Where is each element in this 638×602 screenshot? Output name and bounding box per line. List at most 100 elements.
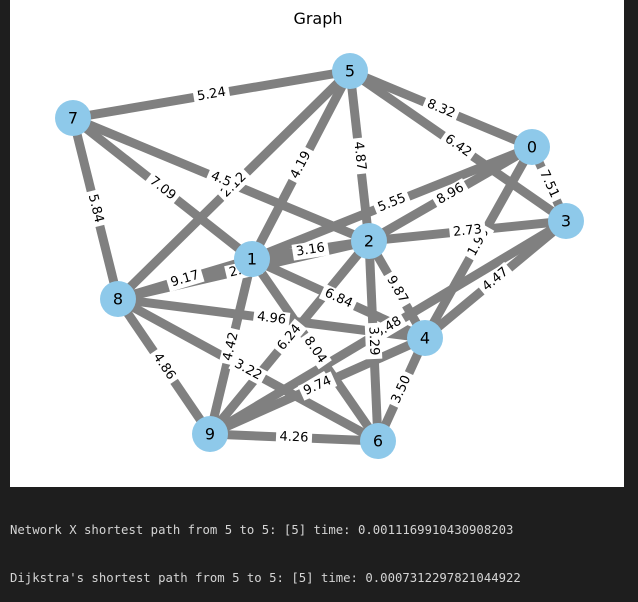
edge-label-7-8: 5.84 <box>83 189 108 228</box>
node-circle <box>234 241 270 277</box>
console-line-dijkstra: Dijkstra's shortest path from 5 to 5: [5… <box>10 571 521 585</box>
edge-label-bg <box>364 322 383 360</box>
edge-label-8-9: 4.86 <box>147 347 181 386</box>
edge-label-bg <box>462 222 495 263</box>
edge-label-1-2: 3.16 <box>291 239 330 261</box>
edge-label-bg <box>438 129 478 163</box>
node-0: 0 <box>514 129 550 165</box>
edge-label-1-6: 8.04 <box>298 330 332 370</box>
edge-label-bg <box>271 318 308 357</box>
edge-weight-text: 4.42 <box>220 331 241 363</box>
node-6: 6 <box>360 423 396 459</box>
edge-label-bg <box>448 221 487 241</box>
edge-weight-text: 5.55 <box>376 191 408 216</box>
edge-weight-text: 5.24 <box>196 85 227 105</box>
console-line-networkx: Network X shortest path from 5 to 5: [5]… <box>10 523 514 537</box>
edge-label-bg <box>318 283 359 314</box>
edge-label-bg <box>298 330 332 370</box>
edge-label-5-1: 4.19 <box>285 145 317 185</box>
edge-label-bg <box>291 239 330 261</box>
edge-label-1-8: 9.17 <box>165 266 205 292</box>
edge-weight-text: 4.5 <box>209 169 234 191</box>
node-circle <box>55 100 91 136</box>
node-label: 1 <box>247 250 257 269</box>
edge-weight-text: 3.29 <box>365 326 381 356</box>
node-label: 8 <box>113 290 123 309</box>
node-circle <box>548 203 584 239</box>
node-label: 0 <box>527 138 537 157</box>
edge-label-bg <box>165 266 205 292</box>
edge-label-bg <box>386 369 417 410</box>
edge-label-bg <box>192 83 231 106</box>
edge-label-bg <box>381 269 413 310</box>
edge-label-bg <box>83 189 108 228</box>
edge-label-bg <box>275 428 313 447</box>
edge-label-2-4: 9.87 <box>381 269 413 310</box>
edge-label-4-6: 3.50 <box>386 369 417 410</box>
edge-label-7-2: 4.5 <box>205 166 237 193</box>
edge-label-5-2: 4.87 <box>349 137 370 175</box>
edge-label-7-5: 5.24 <box>192 83 231 106</box>
node-circle <box>332 53 368 89</box>
node-5: 5 <box>332 53 368 89</box>
graph-figure: Graph 5.24 8.32 6.42 4.87 4.19 2.12 4.5 7.09 5.8… <box>10 0 624 487</box>
edge-weight-text: 4.96 <box>256 309 287 328</box>
edge-label-0-1: 5.55 <box>372 188 412 218</box>
edge-label-bg <box>297 371 338 401</box>
edge-label-bg <box>372 188 412 218</box>
node-circle <box>192 416 228 452</box>
node-circle <box>360 423 396 459</box>
edge-weight-text: 2.73 <box>452 222 482 240</box>
node-label: 6 <box>373 432 383 451</box>
edge-label-2-6: 3.29 <box>364 322 383 360</box>
edge-label-bg <box>285 145 317 185</box>
edge-weight-text: 8.32 <box>425 97 457 122</box>
edge-label-bg <box>476 261 515 298</box>
node-2: 2 <box>351 223 387 259</box>
node-label: 2 <box>364 232 374 251</box>
node-circle <box>407 320 443 356</box>
edge-label-5-0: 8.32 <box>421 94 461 124</box>
graph-canvas: Graph 5.248.326.424.874.192.124.57.095.8… <box>55 9 584 459</box>
edge-label-bg <box>430 178 471 210</box>
edge-label-3-2: 2.73 <box>448 221 487 241</box>
console-output: Network X shortest path from 5 to 5: [5]… <box>10 490 630 602</box>
edge-weight-text: 3.50 <box>389 373 415 406</box>
node-circle <box>100 281 136 317</box>
edge-label-bg <box>205 166 237 193</box>
node-label: 5 <box>345 62 355 81</box>
node-3: 3 <box>548 203 584 239</box>
node-circle <box>351 223 387 259</box>
edge-label-bg <box>215 166 253 204</box>
edge-label-bg <box>147 347 181 386</box>
node-9: 9 <box>192 416 228 452</box>
edge-label-5-3: 6.42 <box>438 129 478 163</box>
edge-label-1-9: 4.42 <box>219 327 243 366</box>
edge-label-bg <box>421 94 461 124</box>
node-7: 7 <box>55 100 91 136</box>
edge-weight-text: 3.16 <box>295 240 326 259</box>
node-label: 9 <box>205 425 215 444</box>
edge-weight-text: 4.87 <box>350 141 368 171</box>
node-4: 4 <box>407 320 443 356</box>
edge-weight-text: 4.19 <box>288 149 315 182</box>
edge-label-bg <box>143 171 182 206</box>
nodes-layer: 0 1 2 3 4 5 6 7 8 9 <box>55 53 584 459</box>
edge-weight-text: 7.51 <box>536 168 562 201</box>
node-label: 4 <box>420 329 430 348</box>
edge-label-8-4: 4.96 <box>252 308 291 329</box>
edge-weight-text: 6.84 <box>322 286 355 312</box>
graph-title: Graph <box>293 9 342 28</box>
edge-label-bg <box>228 354 268 386</box>
edge-label-bg <box>252 308 291 329</box>
edge-weight-text: 4.26 <box>279 429 309 445</box>
edge-label-bg <box>349 137 370 175</box>
node-label: 3 <box>561 212 571 231</box>
edge-label-1-4: 6.84 <box>318 283 359 314</box>
edge-weight-text: 5.84 <box>85 193 107 225</box>
node-8: 8 <box>100 281 136 317</box>
node-circle <box>514 129 550 165</box>
node-1: 1 <box>234 241 270 277</box>
edge-label-bg <box>534 164 564 204</box>
node-label: 7 <box>68 109 78 128</box>
